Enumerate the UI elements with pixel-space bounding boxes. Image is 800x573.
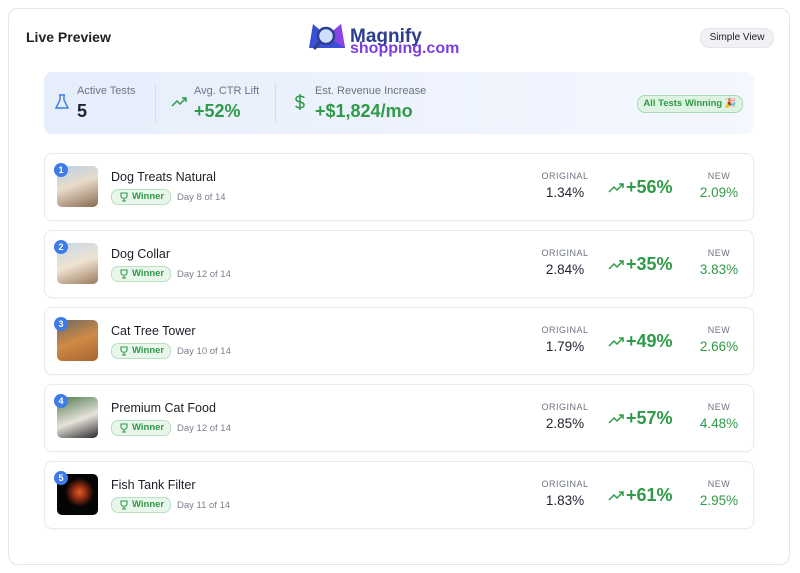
day-progress: Day 10 of 14 (177, 346, 231, 357)
logo-text: shopping.com (350, 40, 460, 57)
lift-value: +61% (626, 485, 673, 505)
trophy-icon (120, 500, 128, 510)
stat-label: Est. Revenue Increase (315, 85, 427, 97)
new-label: NEW (707, 248, 731, 258)
trophy-icon (120, 346, 128, 356)
trophy-icon (120, 423, 128, 433)
lift-value: +57% (626, 408, 673, 428)
winner-pill: Winner (111, 420, 171, 436)
test-row (44, 461, 754, 529)
new-value: 4.48% (699, 416, 739, 431)
winner-label: Winner (132, 191, 165, 202)
day-progress: Day 12 of 14 (177, 423, 231, 434)
day-progress: Day 8 of 14 (177, 192, 226, 203)
new-value: 3.83% (699, 262, 739, 277)
original-value: 1.34% (545, 185, 585, 200)
simple-view-button[interactable]: Simple View (700, 28, 774, 48)
day-progress: Day 12 of 14 (177, 269, 231, 280)
rank-badge: 5 (54, 471, 68, 485)
status-badge: All Tests Winning 🎉 (637, 95, 743, 113)
trophy-icon (120, 269, 128, 279)
trend-icon (608, 183, 624, 193)
original-value: 1.79% (545, 339, 585, 354)
trend-icon (608, 414, 624, 424)
rank-badge: 1 (54, 163, 68, 177)
preview-frame (8, 8, 790, 565)
new-label: NEW (707, 479, 731, 489)
new-value: 2.95% (699, 493, 739, 508)
rank-badge: 4 (54, 394, 68, 408)
product-name: Cat Tree Tower (111, 324, 196, 338)
new-value: 2.09% (699, 185, 739, 200)
trend-icon (608, 491, 624, 501)
original-value: 2.84% (545, 262, 585, 277)
product-name: Dog Collar (111, 247, 171, 261)
original-value: 1.83% (545, 493, 585, 508)
winner-label: Winner (132, 268, 165, 279)
test-row (44, 384, 754, 452)
test-row (44, 307, 754, 375)
new-value: 2.66% (699, 339, 739, 354)
original-value: 2.85% (545, 416, 585, 431)
stat-value: +52% (194, 101, 241, 121)
divider (155, 83, 156, 123)
trend-icon (171, 97, 187, 107)
test-row (44, 153, 754, 221)
winner-label: Winner (132, 422, 165, 433)
day-progress: Day 11 of 14 (177, 500, 231, 511)
winner-label: Winner (132, 345, 165, 356)
logo-text: Magnify (350, 26, 422, 47)
logo-icon (309, 24, 345, 50)
winner-label: Winner (132, 499, 165, 510)
winner-pill: Winner (111, 189, 171, 205)
stat-value: 5 (77, 101, 88, 121)
original-label: ORIGINAL (541, 325, 589, 335)
stat-value: +$1,824/mo (315, 101, 413, 121)
lift-value: +49% (626, 331, 673, 351)
original-label: ORIGINAL (541, 402, 589, 412)
original-label: ORIGINAL (541, 248, 589, 258)
new-label: NEW (707, 325, 731, 335)
stats-bar (44, 72, 754, 134)
stat-label: Avg. CTR Lift (194, 85, 260, 97)
winner-pill: Winner (111, 343, 171, 359)
winner-pill: Winner (111, 266, 171, 282)
header-title: Live Preview (26, 29, 111, 45)
divider (275, 83, 276, 123)
lift-value: +35% (626, 254, 673, 274)
product-name: Premium Cat Food (111, 401, 216, 415)
dollar-icon (295, 94, 305, 110)
original-label: ORIGINAL (541, 479, 589, 489)
lift-value: +56% (626, 177, 673, 197)
stat-label: Active Tests (77, 85, 136, 97)
product-name: Dog Treats Natural (111, 170, 216, 184)
trend-icon (608, 337, 624, 347)
flask-icon (55, 94, 69, 109)
rank-badge: 3 (54, 317, 68, 331)
winner-pill: Winner (111, 497, 171, 513)
rank-badge: 2 (54, 240, 68, 254)
trend-icon (608, 260, 624, 270)
trophy-icon (120, 192, 128, 202)
new-label: NEW (707, 402, 731, 412)
product-name: Fish Tank Filter (111, 478, 196, 492)
test-row (44, 230, 754, 298)
new-label: NEW (707, 171, 731, 181)
original-label: ORIGINAL (541, 171, 589, 181)
